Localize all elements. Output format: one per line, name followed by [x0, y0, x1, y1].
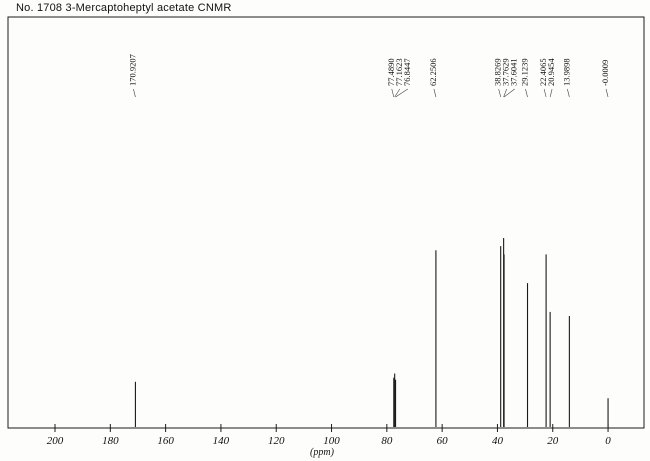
peak-label: 38.8269 [493, 58, 503, 86]
peak-label: 170.9207 [127, 54, 137, 86]
peak-label: 77.4890 [386, 58, 396, 86]
peak-label: 62.2506 [428, 58, 438, 86]
peak-leader-line [549, 88, 553, 98]
x-tick-label: 0 [605, 435, 611, 447]
peak-label: 13.9898 [561, 58, 571, 86]
peak-label: 20.9454 [546, 58, 556, 86]
x-tick-label: 40 [492, 435, 504, 447]
peak-leader-line [567, 88, 570, 98]
peak-label: 37.6041 [509, 58, 519, 86]
x-tick-label: 200 [47, 435, 64, 447]
peak-leader-line [133, 88, 136, 98]
peak-label: 22.4065 [538, 58, 548, 86]
peak-leader-line [395, 88, 408, 98]
x-axis-label: (ppm) [310, 447, 335, 458]
x-tick-label: 80 [381, 435, 393, 447]
peak-label: 76.8447 [402, 58, 412, 86]
peak-leader-line [503, 88, 515, 98]
peak-leader-line [543, 88, 547, 98]
peak-leader-line [394, 88, 401, 98]
peak-label: 29.1239 [520, 58, 530, 86]
x-tick-label: 60 [437, 435, 449, 447]
peak-label: 77.1623 [394, 58, 404, 86]
plot-frame [7, 16, 645, 429]
x-tick-label: 120 [268, 435, 285, 447]
peak-leader-line [605, 88, 609, 98]
peak-leader-line [525, 88, 528, 98]
x-tick-label: 160 [157, 435, 174, 447]
peak-leader-line [498, 88, 501, 98]
x-tick-label: 100 [323, 435, 340, 447]
peak-label: 37.7629 [501, 58, 511, 86]
x-tick-label: 180 [102, 435, 119, 447]
peak-leader-line [391, 88, 395, 98]
peak-leader-line [503, 88, 507, 98]
peak-label: -0.0009 [600, 60, 610, 86]
x-tick-label: 140 [213, 435, 230, 447]
x-tick-label: 20 [547, 435, 559, 447]
spectrum-title: No. 1708 3-Mercaptoheptyl acetate CNMR [16, 2, 232, 14]
peak-leader-line [433, 88, 437, 98]
